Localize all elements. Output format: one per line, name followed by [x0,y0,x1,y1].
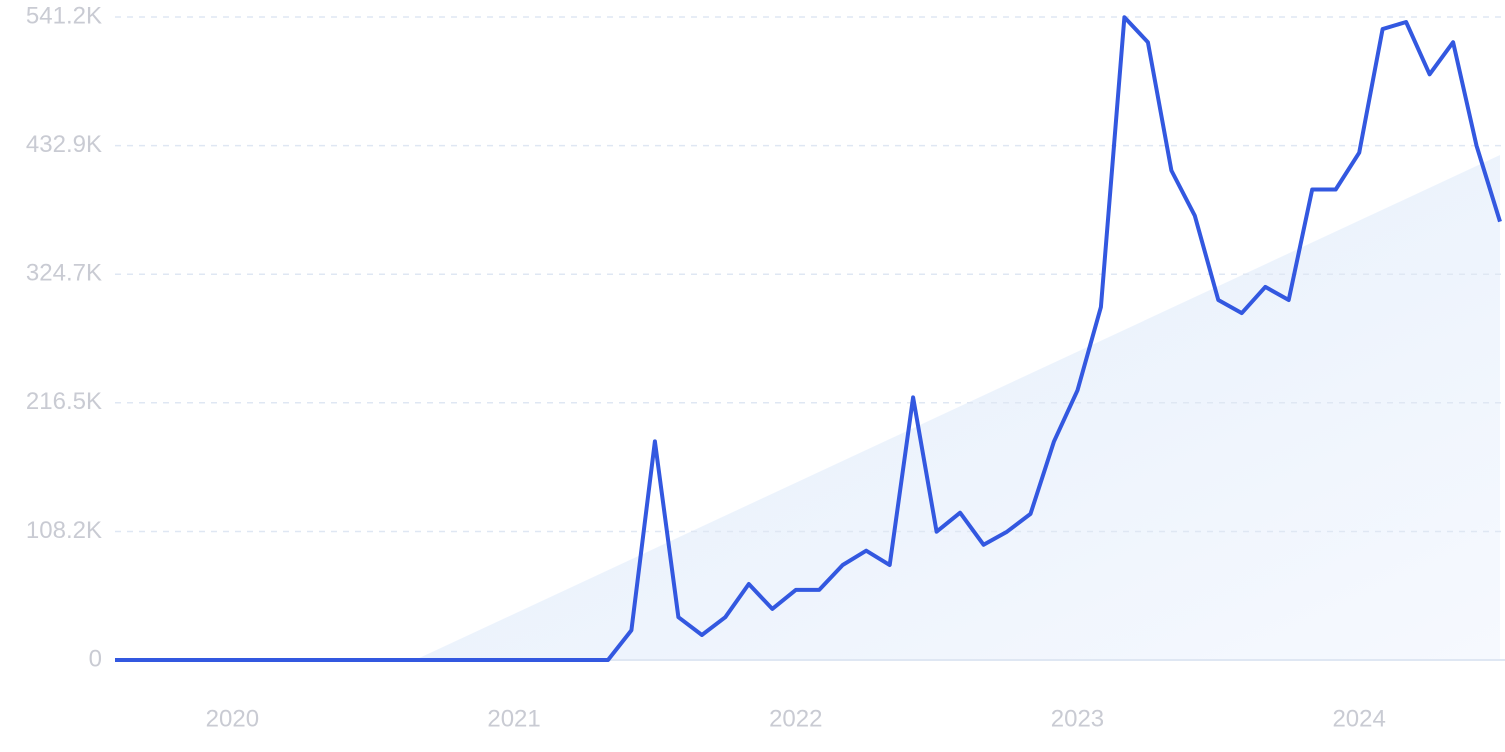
trend-area [415,155,1500,660]
data-line [115,15,1502,662]
y-tick-label: 324.7K [26,260,102,287]
x-tick-label: 2022 [769,705,822,732]
y-tick-label: 0 [89,645,102,672]
y-tick-label: 108.2K [26,517,102,544]
x-tick-label: 2024 [1332,705,1385,732]
y-tick-label: 541.2K [26,2,102,29]
y-tick-label: 216.5K [26,388,102,415]
x-tick-label: 2023 [1051,705,1104,732]
x-tick-label: 2020 [206,705,259,732]
x-tick-label: 2021 [487,705,540,732]
y-tick-label: 432.9K [26,131,102,158]
